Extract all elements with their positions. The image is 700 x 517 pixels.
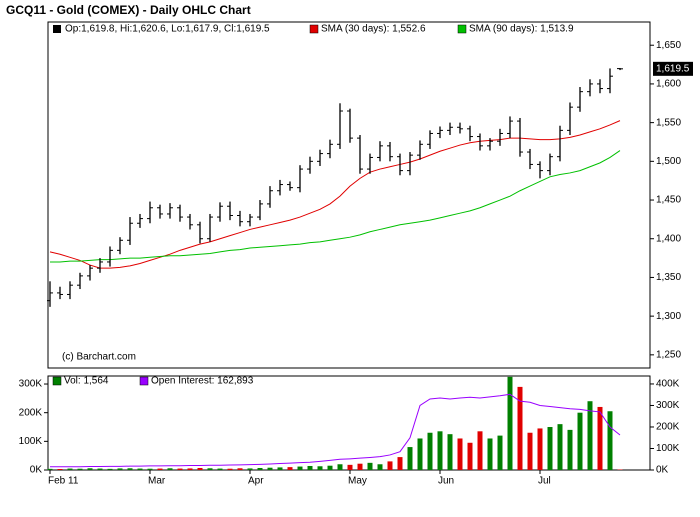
volume-bar	[118, 468, 123, 470]
volume-bar	[408, 447, 413, 470]
volume-bar	[318, 466, 323, 470]
volume-bar	[578, 413, 583, 470]
legend-swatch	[310, 25, 318, 33]
volume-bar	[398, 457, 403, 470]
volume-bar	[58, 469, 63, 470]
legend-swatch	[140, 377, 148, 385]
volume-bar	[218, 469, 223, 470]
x-tick-label: Feb 11	[48, 476, 79, 487]
credit: (c) Barchart.com	[62, 352, 136, 363]
volume-bar	[198, 468, 203, 470]
volume-bar	[468, 443, 473, 470]
volume-bar	[188, 468, 193, 470]
volume-bar	[538, 428, 543, 470]
volume-bar	[358, 464, 363, 470]
volume-bar	[598, 407, 603, 470]
volume-bar	[508, 377, 513, 470]
volume-bar	[428, 433, 433, 470]
volume-bar	[608, 411, 613, 470]
x-tick-label: Jun	[438, 476, 454, 487]
last-price-label: 1,619.5	[656, 63, 690, 74]
volume-bar	[148, 469, 153, 470]
y-tick-label: 1,450	[656, 195, 681, 206]
volume-bar	[378, 464, 383, 470]
volume-bar	[288, 467, 293, 470]
volume-bar	[228, 469, 233, 470]
volume-bar	[298, 467, 303, 470]
y-tick-label: 1,300	[656, 311, 681, 322]
y2-tick-label: 100K	[656, 443, 680, 454]
x-tick-label: May	[348, 476, 367, 487]
volume-bar	[308, 466, 313, 470]
volume-bar	[328, 466, 333, 470]
chart-title: GCQ11 - Gold (COMEX) - Daily OHLC Chart	[6, 3, 251, 17]
legend-text: Vol: 1,564	[64, 376, 109, 387]
volume-bar	[178, 469, 183, 470]
volume-bar	[558, 424, 563, 470]
y2-tick-label: 300K	[656, 400, 680, 411]
volume-bar	[128, 468, 133, 470]
y-tick-label: 1,250	[656, 349, 681, 360]
volume-bar	[388, 461, 393, 470]
y-tick-label: 100K	[19, 436, 43, 447]
volume-bar	[168, 468, 173, 470]
legend-text: Op:1,619.8, Hi:1,620.6, Lo:1,617.9, Cl:1…	[65, 24, 270, 35]
volume-bar	[548, 427, 553, 470]
volume-bar	[158, 469, 163, 470]
volume-bar	[68, 469, 73, 470]
y-tick-label: 200K	[19, 407, 43, 418]
legend-text: SMA (30 days): 1,552.6	[321, 24, 426, 35]
volume-bar	[88, 468, 93, 470]
y-tick-label: 1,600	[656, 79, 681, 90]
volume-bar	[48, 469, 53, 470]
volume-bar	[108, 469, 113, 470]
volume-bar	[458, 438, 463, 470]
x-tick-label: Mar	[148, 476, 166, 487]
y-tick-label: 300K	[19, 379, 43, 390]
volume-bar	[368, 463, 373, 470]
y-tick-label: 1,500	[656, 156, 681, 167]
volume-bar	[488, 438, 493, 470]
legend-swatch	[53, 25, 61, 33]
y-tick-label: 1,400	[656, 233, 681, 244]
volume-bar	[478, 431, 483, 470]
y2-tick-label: 0K	[656, 465, 669, 476]
y-tick-label: 1,350	[656, 272, 681, 283]
volume-bar	[248, 468, 253, 470]
y-tick-label: 1,550	[656, 117, 681, 128]
x-tick-label: Jul	[538, 476, 551, 487]
y2-tick-label: 200K	[656, 422, 680, 433]
legend-swatch	[458, 25, 466, 33]
volume-bar	[78, 469, 83, 470]
volume-bar	[498, 436, 503, 470]
y2-tick-label: 400K	[656, 379, 680, 390]
y-tick-label: 1,650	[656, 40, 681, 51]
volume-bar	[338, 464, 343, 470]
legend-text: SMA (90 days): 1,513.9	[469, 24, 574, 35]
price-panel	[48, 22, 650, 368]
volume-bar	[268, 468, 273, 470]
volume-bar	[258, 468, 263, 470]
volume-bar	[438, 431, 443, 470]
volume-bar	[208, 468, 213, 470]
volume-bar	[238, 468, 243, 470]
volume-bar	[138, 469, 143, 470]
volume-bar	[98, 469, 103, 470]
volume-bar	[278, 467, 283, 470]
x-tick-label: Apr	[248, 476, 264, 487]
volume-bar	[568, 430, 573, 470]
volume-bar	[418, 438, 423, 470]
legend-text: Open Interest: 162,893	[151, 376, 254, 387]
volume-bar	[528, 433, 533, 470]
volume-bar	[348, 465, 353, 470]
y-tick-label: 0K	[30, 465, 43, 476]
legend-swatch	[53, 377, 61, 385]
volume-bar	[448, 434, 453, 470]
